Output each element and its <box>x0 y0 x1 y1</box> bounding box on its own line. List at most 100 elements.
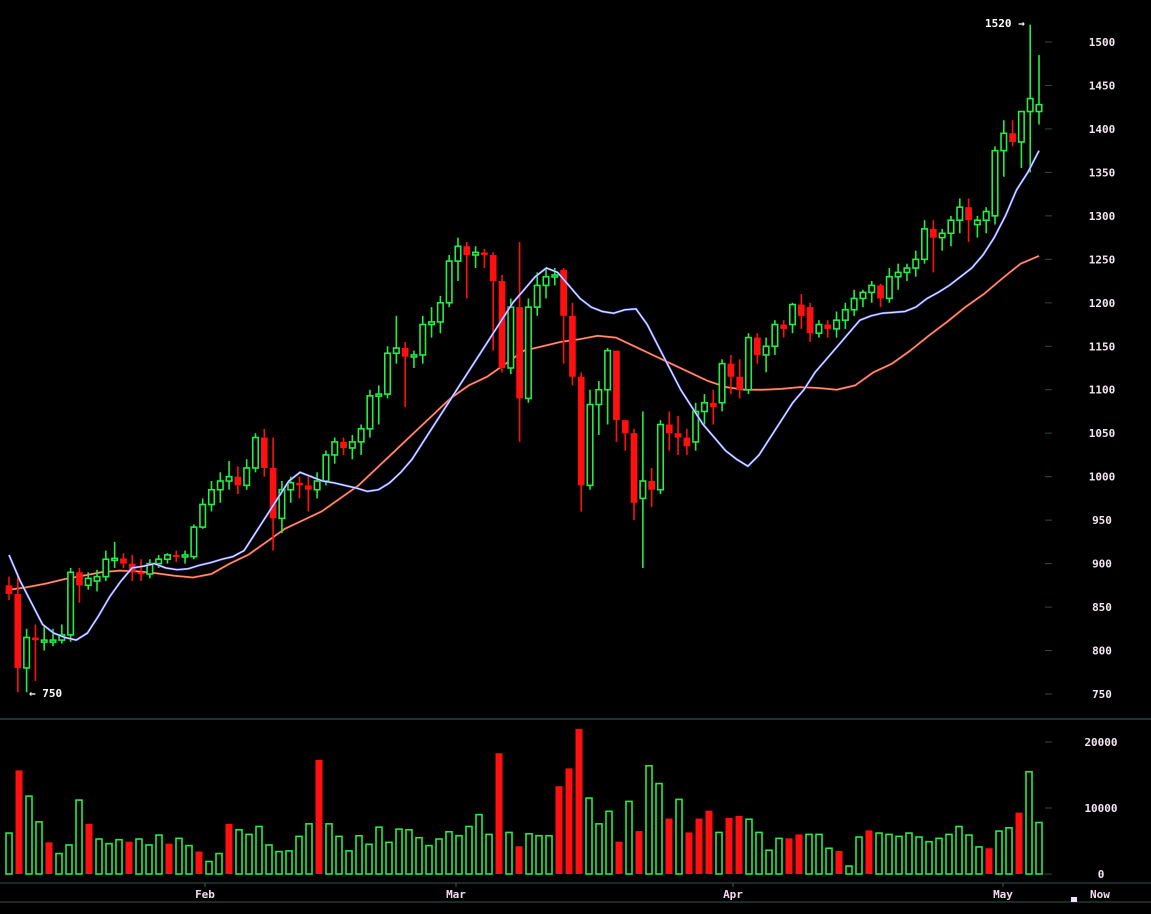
price-tick-label: 950 <box>1092 514 1112 527</box>
candle-up <box>744 333 753 395</box>
max-price-annotation: 1520 → <box>985 17 1025 30</box>
candle-up <box>762 337 770 373</box>
month-label: Mar <box>446 888 466 901</box>
now-label: Now <box>1090 888 1110 901</box>
candle-up <box>428 307 436 338</box>
volume-bar-up <box>295 835 303 875</box>
price-tick-label: 1350 <box>1089 166 1116 179</box>
candle-up <box>859 289 867 308</box>
candle-up <box>383 346 392 399</box>
candle-down <box>727 354 735 395</box>
candle-down <box>498 274 506 373</box>
volume-bar-up <box>365 843 373 875</box>
candle-up <box>604 348 612 425</box>
candle-down <box>5 576 13 601</box>
volume-bar-up <box>395 828 403 875</box>
candle-up <box>595 381 603 435</box>
candle-up <box>207 481 216 512</box>
candle-up <box>982 207 990 234</box>
volume-bar-up <box>5 832 13 875</box>
volume-bar-up <box>285 850 293 875</box>
volume-bar-up <box>435 838 443 875</box>
volume-bar-down <box>45 842 53 874</box>
candle-up <box>23 628 31 693</box>
candle-down <box>481 248 488 269</box>
candle-up <box>947 215 955 247</box>
volume-bar-down <box>495 753 503 874</box>
volume-bar-down <box>725 817 733 874</box>
volume-bar-down <box>635 831 643 874</box>
candle-down <box>736 359 744 399</box>
volume-bar-up <box>595 823 603 875</box>
price-tick-label: 1450 <box>1089 79 1116 92</box>
volume-bar-up <box>335 835 343 875</box>
volume-bar-down <box>15 770 23 874</box>
volume-bar-down <box>785 838 793 874</box>
volume-bar-down <box>1015 812 1023 874</box>
candle-up <box>472 246 480 269</box>
candle-down <box>401 341 409 408</box>
volume-bar-up <box>95 838 103 875</box>
candle-down <box>569 302 576 386</box>
time-axis: Feb Mar Apr May <box>195 883 1013 901</box>
price-tick-label: 1400 <box>1089 123 1116 136</box>
volume-bar-down <box>195 851 203 874</box>
candle-up <box>84 572 92 590</box>
candle-up <box>656 420 665 495</box>
volume-bar-up <box>75 799 83 875</box>
volume-bar-up <box>345 850 353 875</box>
month-label: Feb <box>195 888 215 901</box>
volume-bar-up <box>905 832 913 875</box>
candle-down <box>630 428 638 521</box>
volume-bar-up <box>855 836 863 875</box>
volume-bar-up <box>815 833 823 875</box>
candle-up <box>251 433 260 473</box>
volume-bar-up <box>845 865 853 875</box>
candle-up <box>542 268 550 299</box>
volume-bar-up <box>415 836 423 875</box>
candle-up <box>163 553 172 564</box>
volume-bar-up <box>505 831 513 875</box>
candle-down <box>648 467 655 508</box>
volume-bar-up <box>745 818 753 875</box>
candle-up <box>366 389 374 438</box>
candle-up <box>639 411 647 568</box>
volume-bar-down <box>735 815 743 874</box>
candle-up <box>419 315 427 364</box>
candle-down <box>577 372 585 512</box>
candle-up <box>938 228 946 251</box>
candle-up <box>278 481 286 534</box>
candle-up <box>410 350 418 368</box>
now-marker[interactable] <box>1071 897 1077 902</box>
candle-down <box>172 550 180 562</box>
volume-bar-up <box>355 834 363 875</box>
volume-bar-up <box>385 841 393 875</box>
candle-up <box>894 263 902 290</box>
volume-bar-up <box>765 849 773 875</box>
candle-up <box>67 567 75 642</box>
candle-up <box>216 472 224 503</box>
candle-up <box>58 624 66 644</box>
volume-bar-up <box>155 834 163 875</box>
volume-panel <box>5 728 1043 875</box>
volume-bar-down <box>665 818 673 874</box>
price-tick-label: 1050 <box>1089 427 1116 440</box>
volume-bar-up <box>545 834 553 875</box>
candle-up <box>921 220 929 264</box>
price-tick-label: 900 <box>1092 558 1112 571</box>
volume-bar-up <box>585 797 593 875</box>
volume-bar-up <box>145 844 153 875</box>
candle-up <box>991 146 999 225</box>
volume-bar-down <box>835 850 843 874</box>
price-tick-label: 1200 <box>1089 297 1116 310</box>
candle-down <box>304 476 312 512</box>
candle-up <box>243 459 251 490</box>
volume-bar-up <box>825 847 833 875</box>
candle-up <box>111 541 119 568</box>
candle-up <box>93 569 101 592</box>
volume-bar-up <box>955 825 963 875</box>
volume-bar-up <box>185 844 193 875</box>
candle-down <box>137 559 145 581</box>
candle-down <box>806 302 814 342</box>
candle-up <box>454 237 462 282</box>
